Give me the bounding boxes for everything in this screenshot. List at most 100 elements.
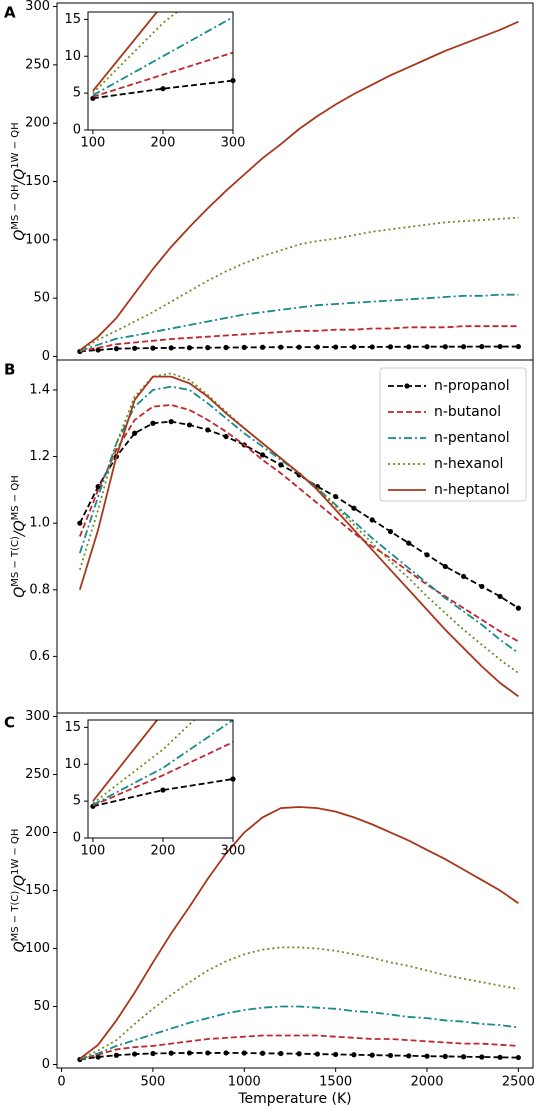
y-tick-label: 300 (25, 709, 50, 724)
series-marker (369, 1052, 375, 1058)
series-marker (241, 1050, 247, 1056)
inset-y-tick-label: 15 (64, 720, 81, 735)
series-marker (150, 1050, 156, 1057)
series-marker (278, 462, 284, 468)
series-marker (205, 345, 211, 351)
series-marker (515, 605, 521, 611)
y-tick-label: 150 (25, 174, 50, 189)
y-axis-label-part: /Q (12, 875, 28, 893)
y-tick-label: 200 (25, 116, 50, 131)
series-marker (77, 520, 83, 526)
y-axis-label-part: Q (12, 941, 28, 952)
inset-x-tick-label: 200 (151, 136, 176, 151)
y-tick-label: 1.0 (29, 516, 50, 531)
inset-y-tick-label: 0 (73, 831, 81, 846)
series-line (92, 51, 233, 98)
y-axis-label-part: MS − QH (10, 185, 21, 230)
series-marker (369, 517, 375, 523)
x-tick-label: 2000 (410, 1075, 443, 1090)
series-line (79, 806, 519, 1060)
y-axis-label-part: /Q (12, 520, 28, 538)
inset-frame (87, 11, 234, 131)
y-tick-label: 50 (33, 999, 50, 1014)
series-marker (442, 563, 448, 570)
inset-y-tick-label: 10 (64, 49, 81, 64)
x-tick-label: 1000 (228, 1075, 261, 1090)
series-marker (113, 346, 119, 352)
series-marker (387, 1052, 394, 1059)
series-line (92, 16, 233, 97)
series-marker (351, 505, 357, 511)
series-marker (132, 1051, 138, 1057)
series-marker (497, 343, 503, 350)
series-marker (314, 344, 320, 350)
y-axis-label: QMS − T(C)/QMS − QH (10, 475, 29, 598)
series-line (79, 404, 519, 643)
legend-label: n-heptanol (434, 482, 510, 498)
y-tick-label: 1.2 (29, 449, 50, 464)
series-marker (479, 343, 485, 350)
legend-box (379, 367, 527, 502)
series-marker (333, 1051, 339, 1058)
y-tick-label: 1.4 (29, 382, 50, 397)
series-marker (168, 419, 174, 425)
inset-y-tick-label: 10 (64, 757, 81, 772)
y-axis-label-part: Q (12, 230, 28, 241)
series-line (92, 79, 233, 100)
series-marker (278, 344, 284, 350)
inset-x-tick-label: 100 (80, 136, 105, 151)
x-axis-label: Temperature (K) (237, 1091, 351, 1107)
y-axis-label: QMS − QH/Q1W − QH (10, 122, 29, 240)
y-tick-label: 300 (25, 0, 50, 14)
series-marker (241, 344, 247, 350)
inset-x-tick-label: 300 (221, 136, 246, 151)
y-axis-label-part: MS − T(C) (10, 536, 21, 587)
x-tick-label: 500 (141, 1075, 166, 1090)
series-marker (351, 1052, 357, 1058)
legend-marker (404, 383, 410, 389)
series-marker (113, 1052, 119, 1058)
series-line (79, 293, 519, 352)
series-marker (205, 1050, 211, 1056)
inset: 0 5 10 15 100 200 300 (64, 11, 246, 151)
series-line (92, 720, 159, 802)
series-marker (479, 583, 485, 590)
x-tick-label: 2500 (502, 1075, 535, 1090)
series-marker (160, 86, 166, 92)
y-tick-label: 100 (25, 941, 50, 956)
y-axis-label: QMS − T(C)/Q1W − QH (10, 829, 29, 953)
series-marker (460, 344, 467, 350)
series-marker (150, 420, 156, 426)
series-line (78, 375, 519, 698)
y-tick-label: 0.6 (29, 649, 50, 664)
panel-label: B (4, 361, 15, 379)
series-marker (314, 1051, 320, 1057)
series-marker (387, 528, 394, 535)
series-marker (406, 344, 412, 350)
series-line (79, 946, 519, 1060)
series-marker (515, 343, 521, 350)
y-axis-label-part: MS − T(C) (10, 891, 21, 942)
legend-label: n-butanol (434, 404, 501, 420)
y-axis-label-part: 1W − QH (10, 829, 21, 875)
series-marker (186, 422, 193, 428)
inset-y-tick-label: 5 (73, 794, 81, 809)
series-marker (424, 552, 430, 558)
series-marker (406, 1053, 412, 1059)
series-marker (132, 430, 138, 436)
series-marker (186, 1050, 193, 1056)
series-marker (160, 787, 166, 793)
series-marker (278, 1050, 284, 1057)
series-line (79, 1005, 519, 1061)
inset-x-tick-label: 100 (80, 844, 105, 859)
series-line (79, 325, 519, 353)
inset-y-tick-label: 0 (73, 123, 81, 138)
y-axis-label-part: 1W − QH (10, 122, 21, 168)
series-marker (168, 345, 174, 351)
series-marker (424, 344, 430, 350)
series-marker (296, 1051, 302, 1057)
y-axis-label-part: /Q (12, 169, 28, 187)
legend-label: n-propanol (434, 378, 510, 394)
series-marker (515, 1054, 521, 1061)
